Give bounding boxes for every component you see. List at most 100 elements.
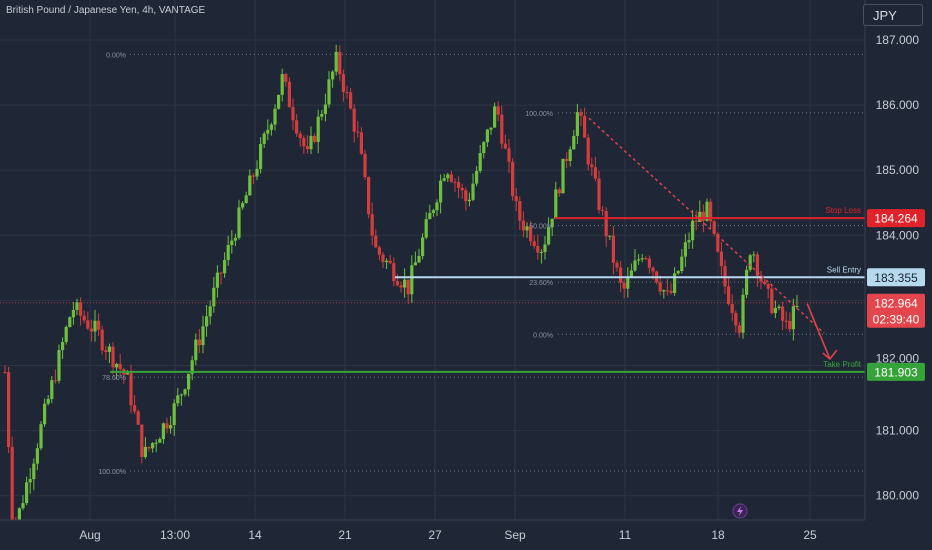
candle-body	[363, 153, 367, 177]
candle-body	[104, 350, 108, 352]
candle	[399, 281, 403, 293]
candle	[262, 131, 266, 149]
candle	[259, 136, 263, 174]
sell-entry-price-label: 183.355	[874, 271, 918, 285]
candle-body	[637, 259, 641, 261]
candle	[158, 437, 162, 443]
candle	[737, 321, 741, 338]
candle	[392, 257, 396, 287]
sell-entry-price-label-bg	[867, 268, 925, 287]
candle-body	[532, 241, 536, 247]
lightning-icon[interactable]	[732, 503, 748, 519]
candle	[284, 72, 288, 87]
candle-body	[269, 124, 273, 130]
candle-body	[680, 256, 684, 271]
stop-loss-price-label-bg	[867, 209, 925, 228]
candle-body	[593, 167, 597, 179]
candle-body	[385, 260, 389, 263]
candle	[482, 140, 486, 159]
trendline[interactable]	[588, 117, 825, 334]
candle	[32, 458, 36, 491]
candle-body	[208, 306, 212, 317]
candle	[637, 254, 641, 265]
fib-left-label: 100.00%	[98, 469, 126, 476]
candle	[151, 442, 155, 453]
candle	[457, 176, 461, 199]
candle	[464, 187, 468, 211]
candle	[755, 251, 759, 287]
candle-body	[485, 129, 489, 143]
currency-button[interactable]: JPY	[863, 4, 923, 26]
candle-body	[262, 133, 266, 144]
candle	[453, 178, 457, 192]
candle	[403, 268, 407, 298]
fib-left-label: 0.00%	[106, 52, 126, 59]
candle-body	[511, 161, 515, 197]
candle-body	[309, 135, 313, 150]
candle-body	[165, 423, 169, 429]
candle-body	[665, 290, 669, 292]
candle-body	[442, 178, 446, 181]
candle-body	[151, 442, 155, 449]
candle	[417, 248, 421, 264]
candle-body	[183, 389, 187, 395]
candle	[313, 133, 317, 144]
candle	[788, 312, 792, 333]
price-tick-label: 185.000	[876, 163, 920, 177]
candle	[518, 196, 522, 230]
candle	[172, 399, 176, 436]
candle-body	[579, 112, 583, 116]
candle-body	[43, 403, 47, 425]
candle-body	[489, 127, 493, 130]
time-tick-label: 18	[711, 528, 725, 542]
candle	[777, 304, 781, 311]
candle	[608, 235, 612, 241]
candle	[39, 420, 43, 451]
fib-right-label: 50.00%	[529, 224, 553, 231]
candle-body	[500, 114, 504, 144]
candle-body	[53, 380, 57, 382]
candle-body	[61, 341, 65, 351]
candle	[208, 300, 212, 325]
candle	[143, 437, 147, 459]
candle	[161, 422, 165, 444]
candle-body	[349, 92, 353, 109]
candle	[547, 217, 551, 246]
candle-body	[410, 265, 414, 295]
candle	[601, 205, 605, 216]
candle	[377, 245, 381, 261]
candle-body	[305, 146, 309, 150]
candle	[165, 417, 169, 434]
candle-body	[647, 258, 651, 268]
time-axis-panel	[0, 520, 932, 550]
candle	[43, 398, 47, 427]
candle-body	[158, 439, 162, 443]
candle	[197, 329, 201, 353]
candle-body	[521, 220, 525, 231]
candle	[554, 181, 558, 219]
candle	[68, 316, 72, 328]
candle	[226, 235, 230, 266]
candle-body	[763, 281, 767, 284]
candle-body	[359, 132, 363, 154]
candle-body	[482, 142, 486, 154]
candle-body	[316, 116, 320, 142]
time-tick-label: 14	[248, 528, 262, 542]
candle	[629, 263, 633, 278]
candle	[28, 468, 32, 494]
candle	[187, 373, 191, 397]
candle	[485, 128, 489, 147]
candle-body	[575, 112, 579, 136]
candle	[334, 44, 338, 76]
candle	[266, 119, 270, 141]
candle	[147, 446, 151, 452]
candle	[446, 172, 450, 182]
candle-body	[313, 135, 317, 142]
candle	[100, 325, 104, 355]
candle-body	[683, 242, 687, 257]
candle-body	[449, 174, 453, 182]
candle	[46, 395, 50, 406]
candle-body	[543, 244, 547, 253]
